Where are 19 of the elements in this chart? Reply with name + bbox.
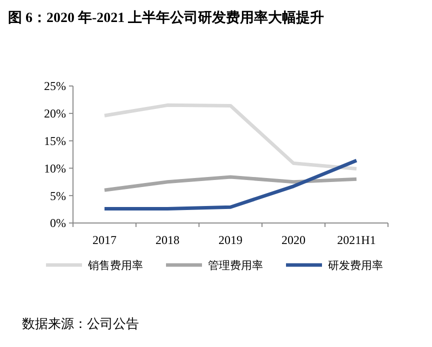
line-series [102, 103, 358, 170]
x-tick-label: 2019 [218, 233, 242, 247]
x-tick-label: 2018 [156, 233, 180, 247]
legend-label: 销售费用率 [87, 258, 143, 272]
y-tick-label: 20% [44, 106, 66, 121]
line-series [102, 158, 358, 210]
x-tick-label: 2020 [282, 233, 306, 247]
y-tick-label: 5% [50, 188, 66, 203]
legend-label: 研发费用率 [328, 258, 383, 272]
x-tick-label: 2021H1 [337, 233, 376, 247]
x-tick-label: 2017 [92, 233, 116, 247]
line-series [102, 175, 358, 192]
source-note: 数据来源：公司公告 [22, 316, 139, 331]
y-tick-label: 10% [44, 161, 66, 176]
y-tick-label: 15% [44, 134, 66, 148]
y-tick-label: 0% [50, 216, 66, 230]
chart-title: 图 6：2020 年-2021 上半年公司研发费用率大幅提升 [8, 9, 324, 26]
legend-label: 管理费用率 [208, 258, 263, 272]
y-tick-label: 25% [44, 79, 66, 94]
